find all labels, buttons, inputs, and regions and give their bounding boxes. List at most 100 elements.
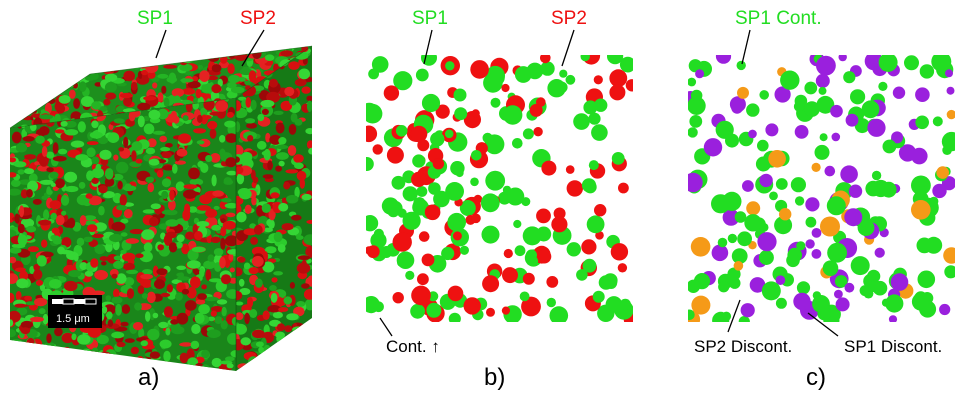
sp1-particle	[24, 168, 35, 175]
sp1-particle	[46, 46, 57, 55]
sp1-particle	[241, 151, 253, 163]
sp1-continuous-particle	[857, 219, 875, 237]
sp2-particle	[168, 242, 178, 253]
sp2-particle	[236, 144, 244, 156]
sp2-particle	[366, 125, 378, 143]
sp2-particle	[87, 326, 102, 338]
sp1-particle	[111, 331, 125, 339]
sp1-particle	[445, 61, 455, 71]
sp2-particle	[265, 132, 271, 143]
sp2-particle	[104, 361, 111, 369]
sp1-particle	[296, 235, 304, 241]
sp2-particle	[58, 65, 70, 70]
sp1-continuous-particle	[904, 55, 919, 71]
sp1-particle	[308, 147, 312, 155]
sp1-continuous-particle	[882, 139, 897, 154]
sp1-particle	[266, 218, 275, 227]
sp2-particle	[248, 267, 259, 275]
sp2-particle	[49, 200, 62, 210]
sp2-particle	[162, 165, 175, 171]
panel-c-sp1-disc-label: SP1 Discont.	[844, 337, 942, 356]
sp2-particle	[417, 139, 430, 152]
sp2-particle	[19, 65, 26, 72]
sp2-particle	[230, 46, 239, 53]
sp2-particle	[98, 185, 108, 194]
sp1-particle	[426, 302, 442, 318]
sp1-particle	[143, 115, 150, 122]
sp1-particle	[238, 278, 245, 287]
sp2-particle	[140, 273, 154, 280]
sp1-particle	[120, 232, 128, 237]
sp1-particle	[226, 363, 234, 369]
sp1-particle	[207, 254, 215, 262]
sp1-particle	[199, 267, 205, 278]
sp2-particle	[540, 55, 551, 64]
sp2-particle	[226, 111, 234, 118]
sp2-particle	[297, 255, 311, 260]
sp2-particle	[42, 357, 50, 363]
sp2-particle	[276, 323, 286, 332]
sp2-particle	[566, 180, 583, 197]
sp1-particle	[192, 46, 203, 53]
sp1-discontinuous-particle	[733, 261, 744, 271]
sp1-discontinuous-particle	[946, 109, 955, 120]
sp2-particle	[10, 86, 14, 92]
panel-b-particles	[366, 55, 633, 322]
sp1-particle	[402, 211, 421, 230]
sp2-discontinuous-particle	[932, 183, 947, 199]
sp2-particle	[609, 69, 628, 88]
sp1-discontinuous-particle	[811, 162, 821, 172]
sp2-particle	[220, 54, 228, 64]
sp1-particle	[91, 167, 104, 179]
sp2-particle	[218, 60, 230, 69]
sp2-particle	[140, 64, 146, 69]
sp1-continuous-particle	[722, 191, 742, 211]
sp2-particle	[463, 297, 481, 315]
sp2-particle	[14, 98, 21, 105]
sp2-particle	[14, 303, 27, 308]
sp2-particle	[147, 182, 155, 193]
sp1-particle	[64, 129, 79, 136]
sp2-particle	[482, 275, 500, 293]
sp2-particle	[19, 205, 25, 218]
sp2-particle	[299, 178, 305, 189]
sp2-particle	[64, 53, 78, 60]
sp2-discontinuous-particle	[890, 273, 909, 291]
sp1-continuous-particle	[925, 236, 943, 254]
sp2-particle	[34, 92, 48, 102]
sp1-particle	[256, 140, 267, 150]
sp1-continuous-particle	[854, 118, 870, 134]
sp2-particle	[207, 75, 219, 81]
sp1-continuous-particle	[796, 281, 811, 295]
sp2-particle	[156, 169, 164, 178]
sp2-discontinuous-particle	[939, 303, 951, 316]
sp2-particle	[123, 136, 129, 148]
sp1-particle	[37, 56, 44, 63]
sp2-particle	[253, 224, 263, 235]
sp2-particle	[170, 110, 177, 120]
sp1-particle	[41, 56, 51, 61]
sp1-continuous-particle	[731, 248, 748, 264]
sp2-particle	[280, 50, 293, 57]
sp2-particle	[52, 142, 59, 155]
sp2-particle	[31, 58, 45, 64]
sp1-particle	[522, 226, 542, 246]
sp2-particle	[285, 169, 299, 174]
sp1-continuous-particle	[688, 127, 698, 138]
sp2-particle	[306, 95, 312, 102]
sp2-discontinuous-particle	[815, 73, 830, 88]
sp2-particle	[46, 167, 54, 173]
sp1-particle	[182, 115, 189, 122]
sp1-continuous-particle	[758, 250, 774, 265]
sp1-particle	[582, 258, 597, 273]
sp1-particle	[243, 262, 251, 270]
sp2-particle	[107, 319, 114, 327]
sp2-particle	[231, 230, 236, 237]
sp1-particle	[10, 229, 17, 237]
sp2-particle	[551, 216, 568, 233]
sp1-particle	[164, 46, 170, 52]
sp2-discontinuous-particle	[688, 172, 703, 193]
sp2-particle	[306, 219, 312, 224]
sp2-particle	[211, 84, 222, 94]
sp1-particle	[10, 247, 22, 254]
